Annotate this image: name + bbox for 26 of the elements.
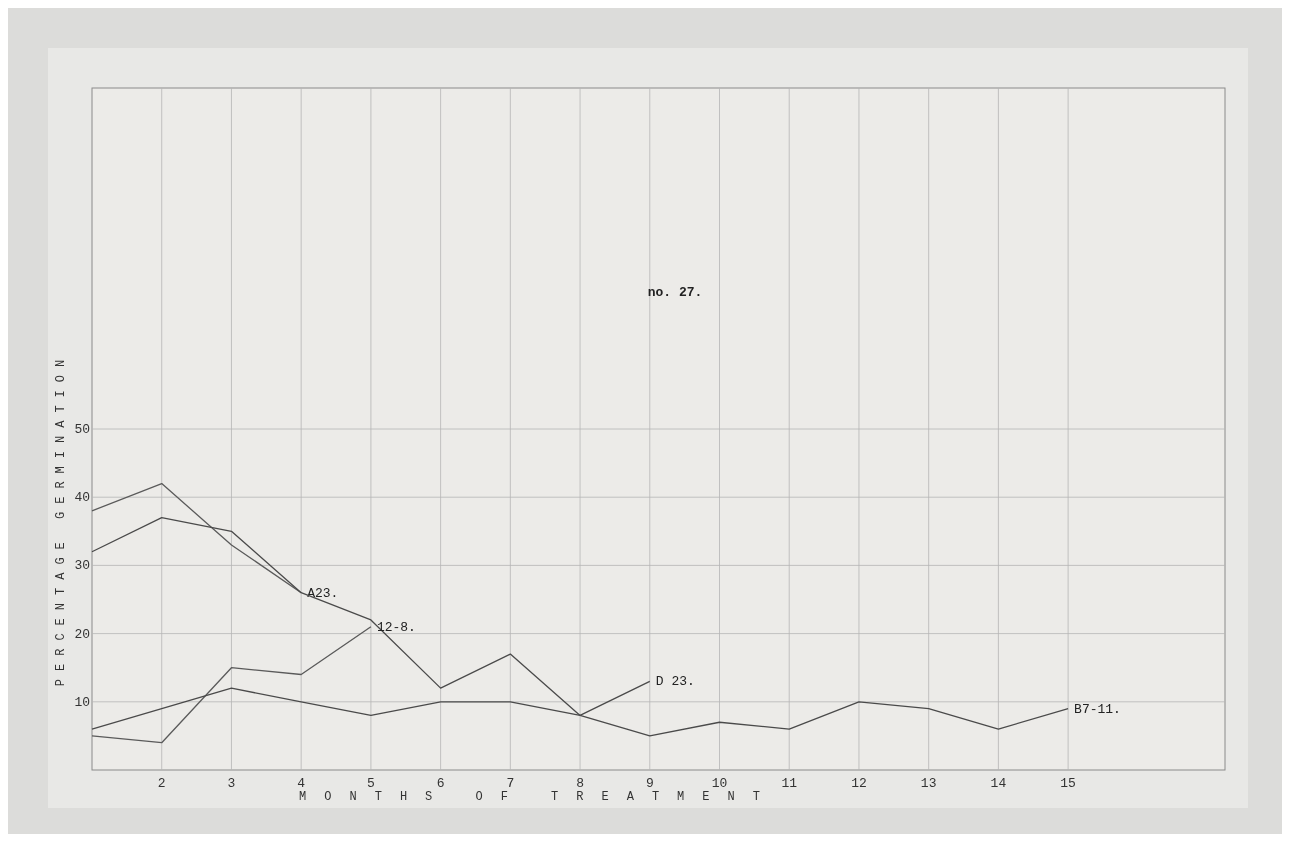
x-tick-label: 2 [157,776,166,791]
series-label: D 23. [655,674,695,690]
y-axis-title: PERCENTAGE GERMINATION [54,351,68,687]
y-tick-label: 40 [74,490,90,506]
x-tick-label: 8 [576,776,584,791]
x-tick-label: 4 [297,776,306,791]
x-tick-label: 3 [227,776,236,791]
x-axis-title: MONTHS OF TREATMENT [299,790,778,804]
x-tick-label: 11 [781,776,798,791]
x-tick-label: 12 [851,776,867,791]
series-label: A23. [307,585,339,601]
y-tick-label: 20 [74,626,90,642]
y-tick-label: 50 [74,422,90,437]
annotation: no. 27. [647,285,703,300]
x-tick-label: 9 [645,776,654,791]
x-tick-label: 10 [711,776,728,791]
x-tick-label: 15 [1060,776,1076,791]
x-tick-label: 13 [920,776,937,791]
x-tick-label: 14 [990,776,1007,791]
x-tick-label: 7 [506,776,515,791]
y-tick-label: 10 [74,694,90,710]
series-label: B7-11. [1074,701,1121,717]
y-tick-label: 30 [74,558,90,574]
series-label: 12-8. [376,619,416,635]
x-tick-label: 6 [436,776,445,791]
x-tick-label: 5 [366,776,375,791]
